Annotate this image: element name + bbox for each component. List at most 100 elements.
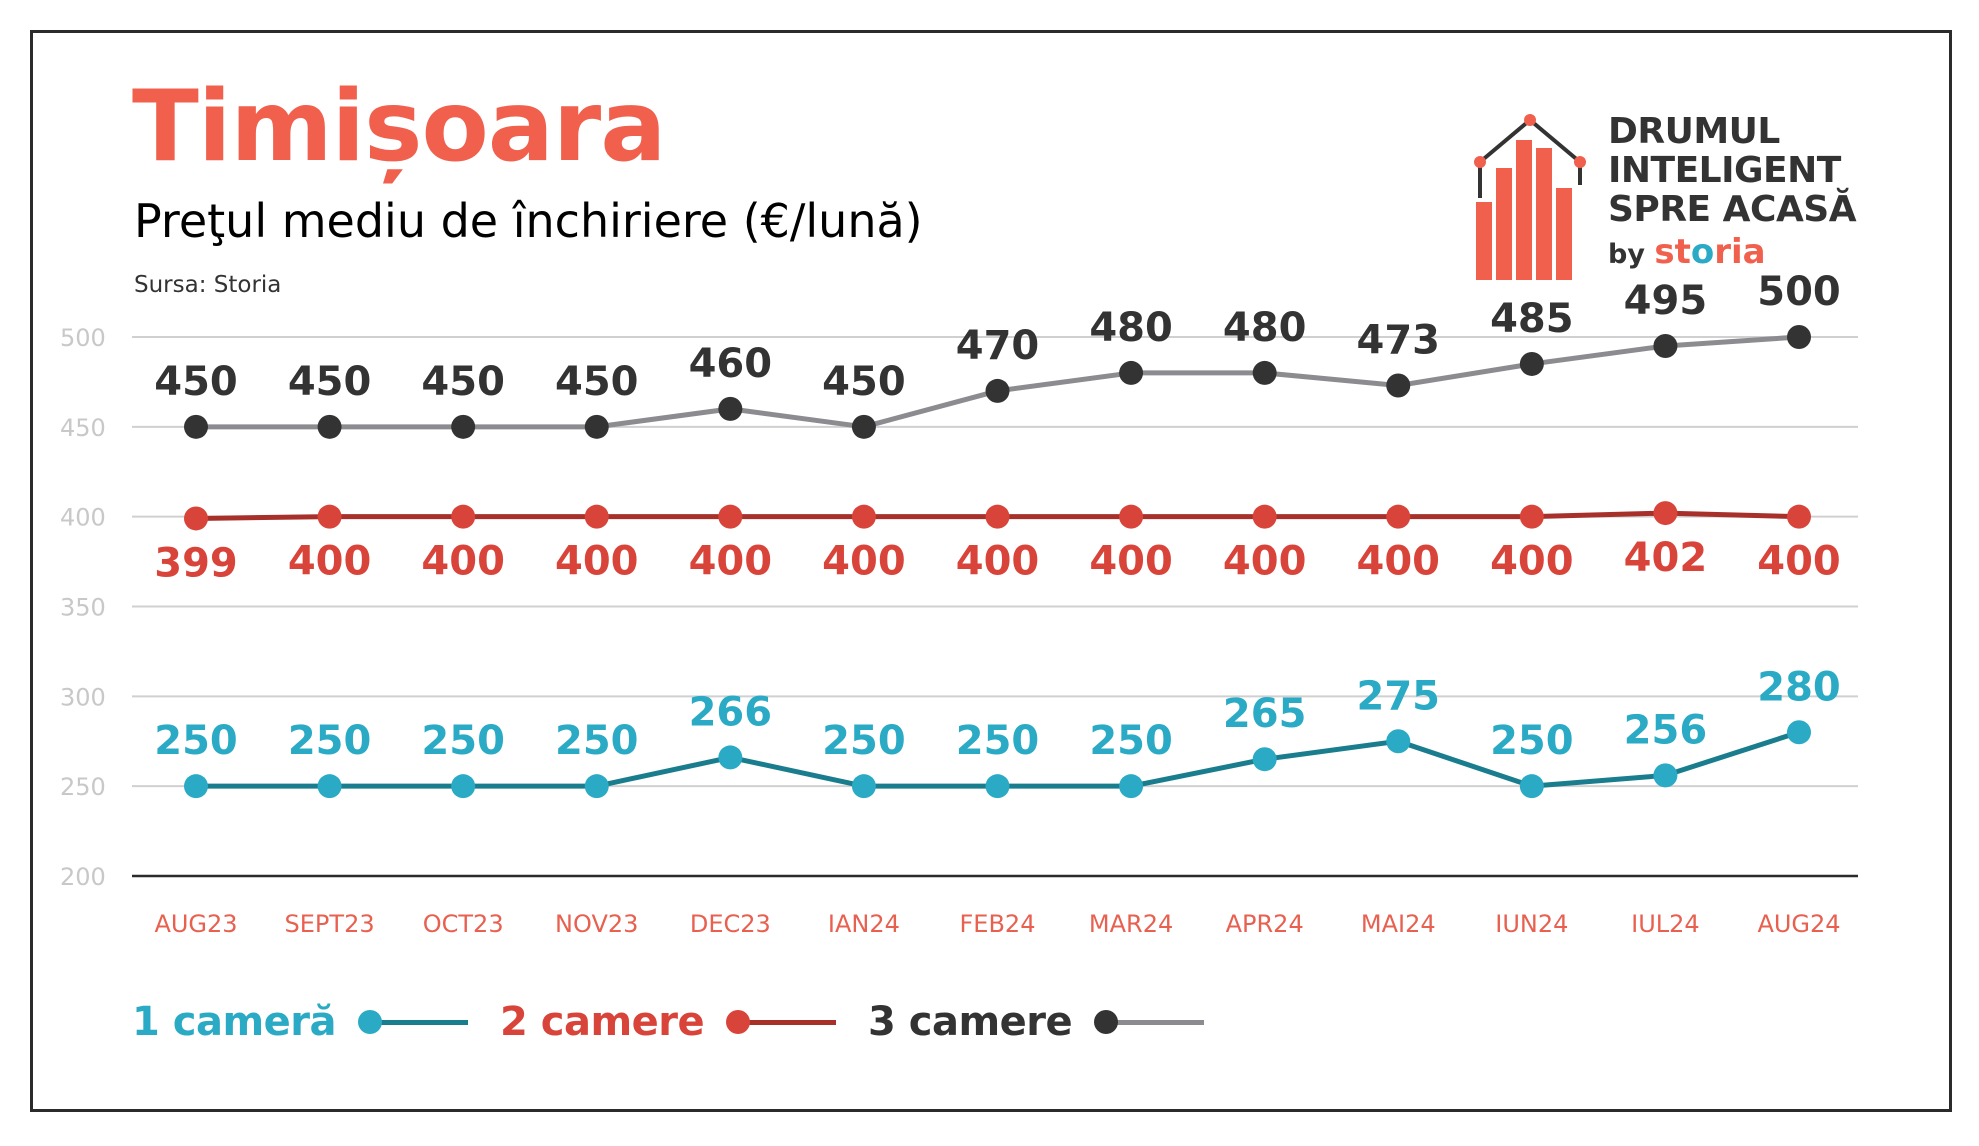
data-label: 400 [421,539,505,585]
y-tick-label: 450 [60,414,106,442]
chart-title: Timișoara [132,70,666,184]
data-point [1252,504,1277,529]
data-point [451,414,476,439]
brand-byline: by storia [1608,232,1766,272]
y-tick-label: 250 [60,773,106,801]
data-point [584,774,609,799]
data-point [1119,504,1144,529]
data-label: 265 [1223,691,1307,737]
data-label: 400 [956,539,1040,585]
data-label: 400 [1357,539,1441,585]
data-label: 402 [1624,535,1708,581]
data-label: 250 [1089,718,1173,764]
y-tick-label: 350 [60,594,106,622]
data-point [317,504,342,529]
x-tick-label: NOV23 [555,910,638,938]
data-label: 450 [421,359,505,405]
brand-by: by [1608,239,1645,270]
data-point [851,504,876,529]
brand-line-1: DRUMUL [1608,111,1780,152]
chart-source: Sursa: Storia [134,272,282,298]
data-point [1787,720,1811,745]
data-point [584,414,609,439]
data-point [1386,373,1411,398]
data-point [1386,729,1411,754]
brand-logo-text: DRUMUL INTELIGENT SPRE ACASĂ [1608,111,1857,229]
data-label: 250 [288,718,372,764]
data-point [985,378,1010,403]
data-label: 480 [1089,305,1173,351]
data-label: 485 [1490,296,1574,342]
data-point [184,774,208,799]
data-point [1787,325,1811,349]
data-point [317,774,342,799]
data-point [1252,360,1277,385]
legend-label: 1 cameră [132,999,337,1045]
x-tick-label: IUL24 [1631,910,1700,938]
data-point [317,414,342,439]
storia-logo-part-3: ria [1714,232,1766,272]
data-point [851,414,876,439]
data-label: 400 [1223,539,1307,585]
series-1: 250 250 250 250 266 250 250 250 265 275 250 256 280 [154,664,1841,799]
data-label: 460 [689,341,773,387]
data-point [184,414,208,439]
data-label: 399 [154,540,238,586]
data-point [1386,504,1411,529]
roof-node [1474,156,1486,168]
y-tick-label: 300 [60,683,106,711]
x-tick-label: AUG24 [1757,910,1840,938]
data-label: 256 [1624,707,1708,753]
data-label: 450 [822,359,906,405]
series-3: 450 450 450 450 460 450 470 480 480 473 485 495 500 [154,269,1841,439]
data-label: 400 [1490,539,1574,585]
data-label: 250 [822,718,906,764]
data-label: 400 [288,539,372,585]
data-point [1519,774,1544,799]
roof-node [1524,114,1536,126]
y-tick-label: 400 [60,504,106,532]
data-label: 400 [1757,539,1841,585]
y-tick-label: 200 [60,863,106,891]
series-2: 399 400 400 400 400 400 400 400 400 400 400 402 400 [154,501,1841,586]
data-label: 495 [1624,278,1708,324]
data-label: 250 [154,718,238,764]
storia-logo-part-1: st [1654,232,1691,272]
data-label: 470 [956,323,1040,369]
x-tick-label: FEB24 [960,910,1036,938]
data-point [1119,774,1144,799]
chart-subtitle: Preţul mediu de închiriere (€/lună) [134,194,923,248]
data-point [851,774,876,799]
brand-bar [1496,168,1512,280]
data-point [1653,333,1678,358]
legend-symbol [726,1007,837,1037]
data-label: 250 [421,718,505,764]
data-point [718,745,743,770]
legend-item-1-camera: 1 cameră [132,992,468,1052]
legend-symbol [358,1007,468,1037]
storia-logo-part-2: o [1690,232,1715,272]
x-tick-label: DEC23 [690,910,771,938]
brand-bar [1556,188,1572,280]
data-label: 250 [1490,718,1574,764]
data-point [1119,360,1144,385]
data-label: 275 [1357,673,1441,719]
x-tick-label: OCT23 [423,910,504,938]
data-label: 500 [1757,269,1841,315]
data-point [451,774,476,799]
data-label: 400 [822,539,906,585]
data-point [1252,747,1277,772]
house-bar-chart-icon [1474,114,1586,280]
legend-item-3-camere: 3 camere [868,992,1205,1052]
data-label: 480 [1223,305,1307,351]
data-label: 266 [689,689,773,735]
legend-item-2-camere: 2 camere [500,992,837,1052]
data-label: 400 [1089,539,1173,585]
brand-bar [1476,202,1492,280]
legend-label: 2 camere [500,999,705,1045]
data-point [451,504,476,529]
data-point [718,396,743,421]
data-point [718,504,743,529]
y-tick-label: 500 [60,324,106,352]
